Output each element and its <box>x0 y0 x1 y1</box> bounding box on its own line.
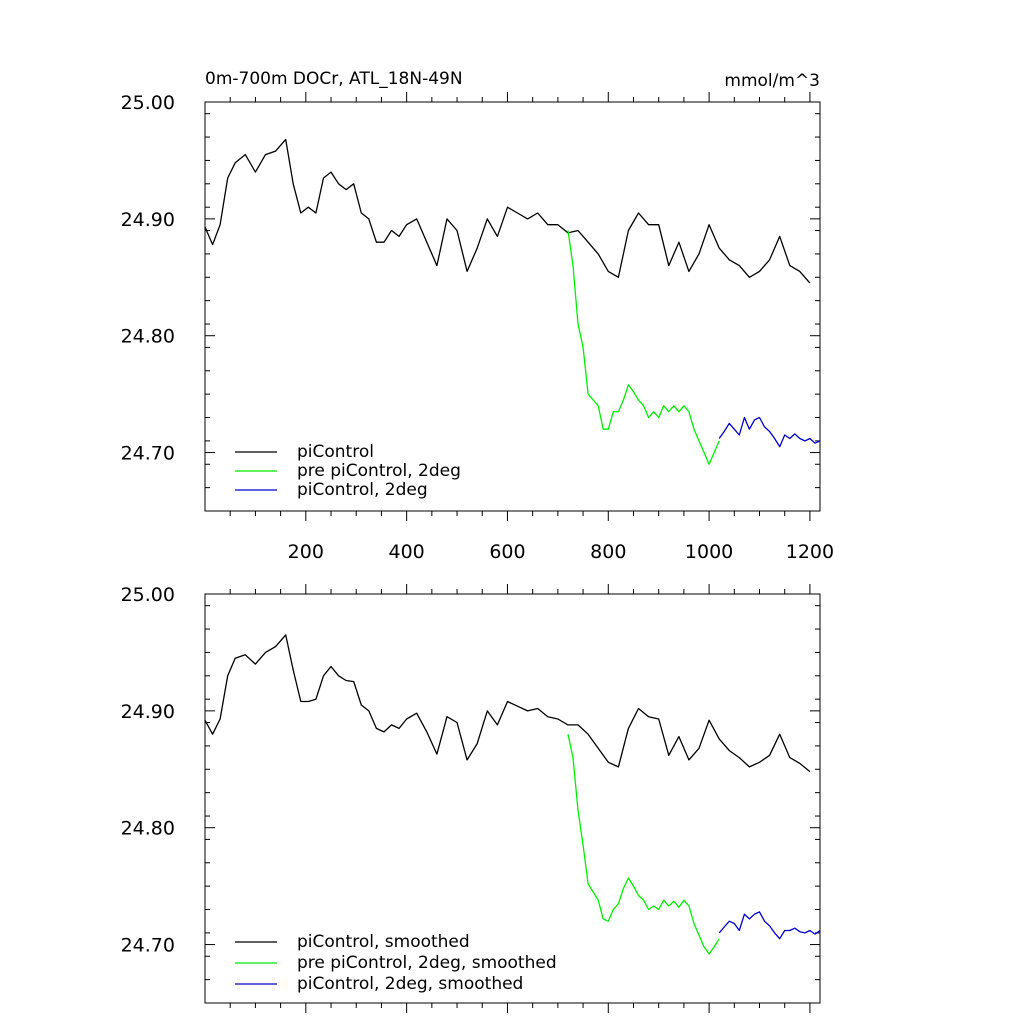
y-tick-label: 24.90 <box>121 701 175 723</box>
y-tick-label: 24.70 <box>121 443 175 465</box>
legend-label-1: pre piControl, 2deg, smoothed <box>297 953 557 973</box>
bottom-panel: 25.00 24.90 24.80 24.70 piControl, smoothed… <box>121 584 821 1013</box>
top-plot-frame <box>204 101 821 512</box>
top-panel: 0m-700m DOCr, ATL_18N-49N mmol/m^3 25.00… <box>121 69 835 563</box>
x-tick-label: 800 <box>590 541 626 563</box>
y-tick-label: 24.80 <box>121 326 175 348</box>
x-tick-label: 1200 <box>786 541 834 563</box>
x-tick-label: 600 <box>489 541 525 563</box>
x-tick-label: 400 <box>389 541 425 563</box>
series-line-2 <box>718 911 821 940</box>
series-line-0 <box>204 138 811 284</box>
legend-label-2: piControl, 2deg <box>297 480 428 500</box>
series-line-1 <box>567 230 720 465</box>
y-tick-label: 25.00 <box>121 92 175 114</box>
series-line-0 <box>204 634 811 773</box>
series-line-1 <box>567 734 720 955</box>
y-tick-label: 24.90 <box>121 209 175 231</box>
legend-label-1: pre piControl, 2deg <box>297 461 461 481</box>
x-tick-label: 200 <box>288 541 324 563</box>
top-plot-marks: 25.00 24.90 24.80 24.70 200 400 600 800 1000 1200 <box>121 92 834 563</box>
bottom-plot-marks: 25.00 24.90 24.80 24.70 <box>121 584 821 1013</box>
x-tick-label: 1000 <box>685 541 733 563</box>
legend-label-0: piControl <box>297 442 374 462</box>
top-panel-units: mmol/m^3 <box>724 71 820 91</box>
legend-label-2: piControl, 2deg, smoothed <box>297 974 523 994</box>
y-tick-label: 24.70 <box>121 935 175 957</box>
series-line-2 <box>718 416 821 448</box>
y-tick-label: 25.00 <box>121 584 175 606</box>
top-panel-title: 0m-700m DOCr, ATL_18N-49N <box>205 69 463 89</box>
legend-label-0: piControl, smoothed <box>297 932 470 952</box>
y-tick-label: 24.80 <box>121 818 175 840</box>
bottom-plot-frame <box>204 593 821 1004</box>
